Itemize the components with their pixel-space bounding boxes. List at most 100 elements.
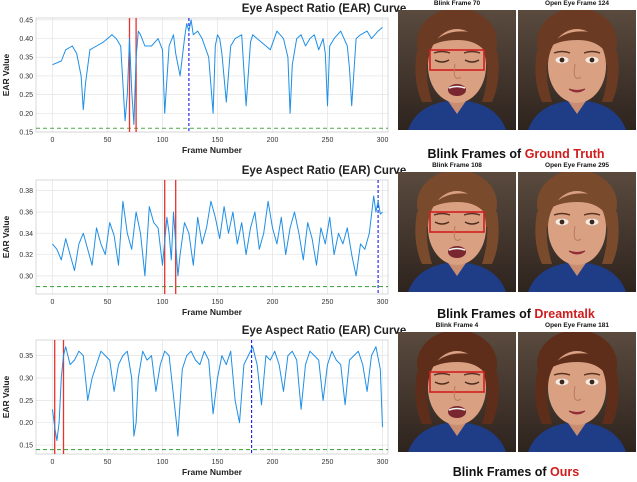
y-tick-label: 0.30 [19, 73, 33, 80]
chart-title: Eye Aspect Ratio (EAR) Curve [242, 3, 406, 15]
x-tick-label: 100 [157, 299, 169, 306]
hair-right-shape [482, 50, 499, 102]
row-caption: Blink Frames of Dreamtalk [396, 307, 636, 321]
ear-chart: Eye Aspect Ratio (EAR) Curve 0.15 0.20 0.25… [1, 3, 406, 155]
x-tick-label: 250 [322, 459, 334, 466]
mouth-shape [568, 88, 586, 93]
open-frame-caption: Open Eye Frame 124 [545, 0, 609, 7]
face-skin-shape [548, 29, 606, 103]
y-tick-label: 0.34 [19, 231, 33, 238]
plot-frame [35, 179, 389, 295]
blink-highlight-box [429, 371, 485, 393]
y-tick-label: 0.40 [19, 36, 33, 43]
shirt-shape [408, 422, 506, 452]
plot-frame [35, 339, 389, 455]
bangs-shape [548, 31, 607, 54]
right-iris-shape [589, 57, 595, 63]
face-skin-shape [548, 351, 606, 425]
open-face-image [518, 10, 636, 130]
x-tick-label: 300 [377, 459, 389, 466]
left-eyebrow-shape [433, 372, 451, 376]
x-tick-label: 150 [212, 137, 224, 144]
method-name: Ground Truth [524, 147, 605, 161]
blink-highlight-box [429, 49, 485, 71]
chart-title: Eye Aspect Ratio (EAR) Curve [242, 325, 406, 337]
mouth-shape [568, 410, 586, 415]
shirt-shape [528, 422, 626, 452]
face-skin-shape [428, 29, 486, 103]
x-tick-label: 50 [104, 299, 112, 306]
hair-left-shape [535, 212, 552, 264]
mouth-shape [568, 250, 586, 255]
hair-right-shape [482, 372, 499, 424]
closed-left-eye-shape [434, 221, 450, 225]
blink-face-panel: Blink Frame 108 [398, 162, 516, 320]
shirt-shape [528, 262, 626, 292]
nose-shape [453, 63, 462, 79]
row-ours: Eye Aspect Ratio (EAR) Curve 0.15 0.20 0.25… [0, 322, 637, 482]
blink-highlight-box [429, 211, 485, 233]
x-axis-label: Frame Number [182, 307, 243, 317]
hair-left-shape [415, 50, 432, 102]
nose-shape [573, 225, 582, 241]
y-tick-label: 0.30 [19, 273, 33, 280]
row-caption: Blink Frames of Ours [396, 465, 636, 479]
method-name: Dreamtalk [534, 307, 595, 321]
hair-left-shape [415, 212, 432, 264]
y-axis-label: EAR Value [1, 375, 11, 418]
x-tick-label: 100 [157, 459, 169, 466]
bangs-shape [428, 193, 487, 216]
teeth-shape [448, 247, 466, 251]
y-tick-label: 0.25 [19, 398, 33, 405]
x-axis-label: Frame Number [182, 467, 243, 477]
closed-right-eye-shape [464, 59, 480, 63]
closed-left-eye-shape [434, 381, 450, 385]
x-tick-label: 0 [51, 459, 55, 466]
right-eyebrow-shape [463, 50, 481, 54]
x-tick-label: 100 [157, 137, 169, 144]
y-axis-label: EAR Value [1, 215, 11, 258]
hair-left-shape [535, 50, 552, 102]
open-face-image [518, 332, 636, 452]
hair-left-shape [535, 372, 552, 424]
open-face-panel: Open Eye Frame 181 [518, 322, 636, 480]
y-tick-label: 0.20 [19, 111, 33, 118]
x-axis-label: Frame Number [182, 145, 243, 155]
y-tick-label: 0.32 [19, 252, 33, 259]
open-frame-caption: Open Eye Frame 181 [545, 322, 609, 329]
blink-face-panel: Blink Frame 4 [398, 322, 516, 480]
hair-right-shape [602, 50, 619, 102]
ear-series-line [52, 346, 383, 442]
nose-shape [453, 385, 462, 401]
y-tick-label: 0.36 [19, 209, 33, 216]
x-tick-label: 250 [322, 137, 334, 144]
blink-face-panel: Blink Frame 70 [398, 0, 516, 158]
blink-face-image [398, 332, 516, 452]
x-tick-label: 50 [104, 459, 112, 466]
x-tick-label: 200 [267, 299, 279, 306]
bangs-shape [548, 353, 607, 376]
left-eyebrow-shape [433, 212, 451, 216]
blink-face-image [398, 10, 516, 130]
left-eyebrow-shape [553, 50, 571, 54]
open-face-panel: Open Eye Frame 295 [518, 162, 636, 320]
row-ground-truth: Eye Aspect Ratio (EAR) Curve 0.15 0.20 0.25… [0, 0, 637, 161]
hair-right-shape [602, 212, 619, 264]
chart-title: Eye Aspect Ratio (EAR) Curve [242, 165, 406, 177]
left-eyebrow-shape [553, 212, 571, 216]
open-face-panel: Open Eye Frame 124 [518, 0, 636, 158]
row-dreamtalk: Eye Aspect Ratio (EAR) Curve 0.30 0.32 0.34… [0, 162, 637, 322]
teeth-shape [448, 407, 466, 411]
y-tick-label: 0.30 [19, 376, 33, 383]
x-tick-label: 0 [51, 299, 55, 306]
y-tick-label: 0.15 [19, 130, 33, 137]
x-tick-label: 200 [267, 137, 279, 144]
left-iris-shape [559, 379, 565, 385]
shirt-shape [528, 100, 626, 130]
bangs-shape [428, 353, 487, 376]
caption-prefix: Blink Frames of [427, 147, 525, 161]
plot-frame [35, 17, 389, 133]
face-skin-shape [548, 191, 606, 265]
shirt-shape [408, 262, 506, 292]
x-tick-label: 150 [212, 459, 224, 466]
